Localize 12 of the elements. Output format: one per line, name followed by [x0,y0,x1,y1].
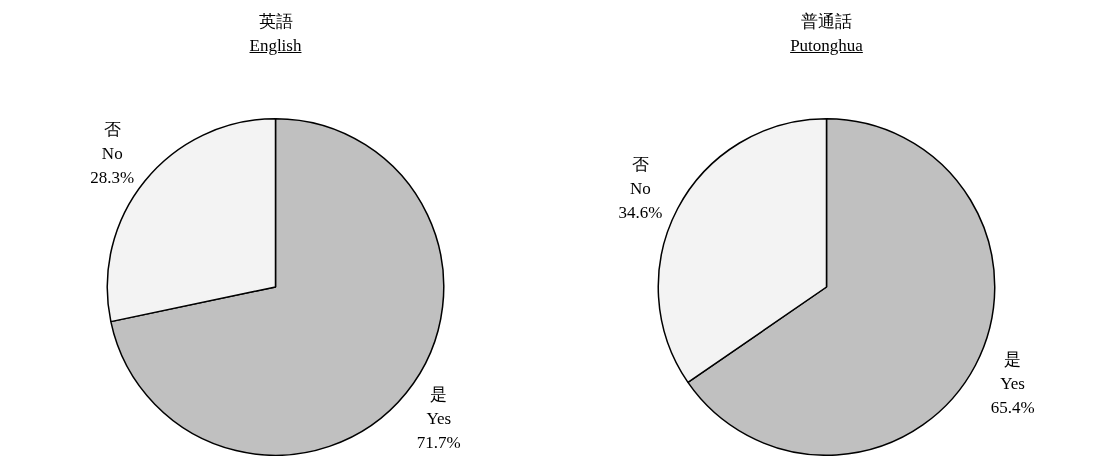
data-label: 28.3% [90,167,135,187]
slice-label: 否 No [101,119,123,163]
slice-label: 否 No [629,154,651,198]
data-label: 71.7% [416,432,461,452]
chart-subtitle: English [248,36,303,56]
data-label: 65.4% [990,398,1035,418]
slice-label: 是 Yes [426,384,452,428]
data-label: 34.6% [618,202,663,222]
chart-title: 普通話 [800,11,853,33]
slice-label: 是 Yes [1000,350,1025,394]
chart-title: 英語 [257,11,294,33]
chart-subtitle: Putonghua [789,36,864,56]
